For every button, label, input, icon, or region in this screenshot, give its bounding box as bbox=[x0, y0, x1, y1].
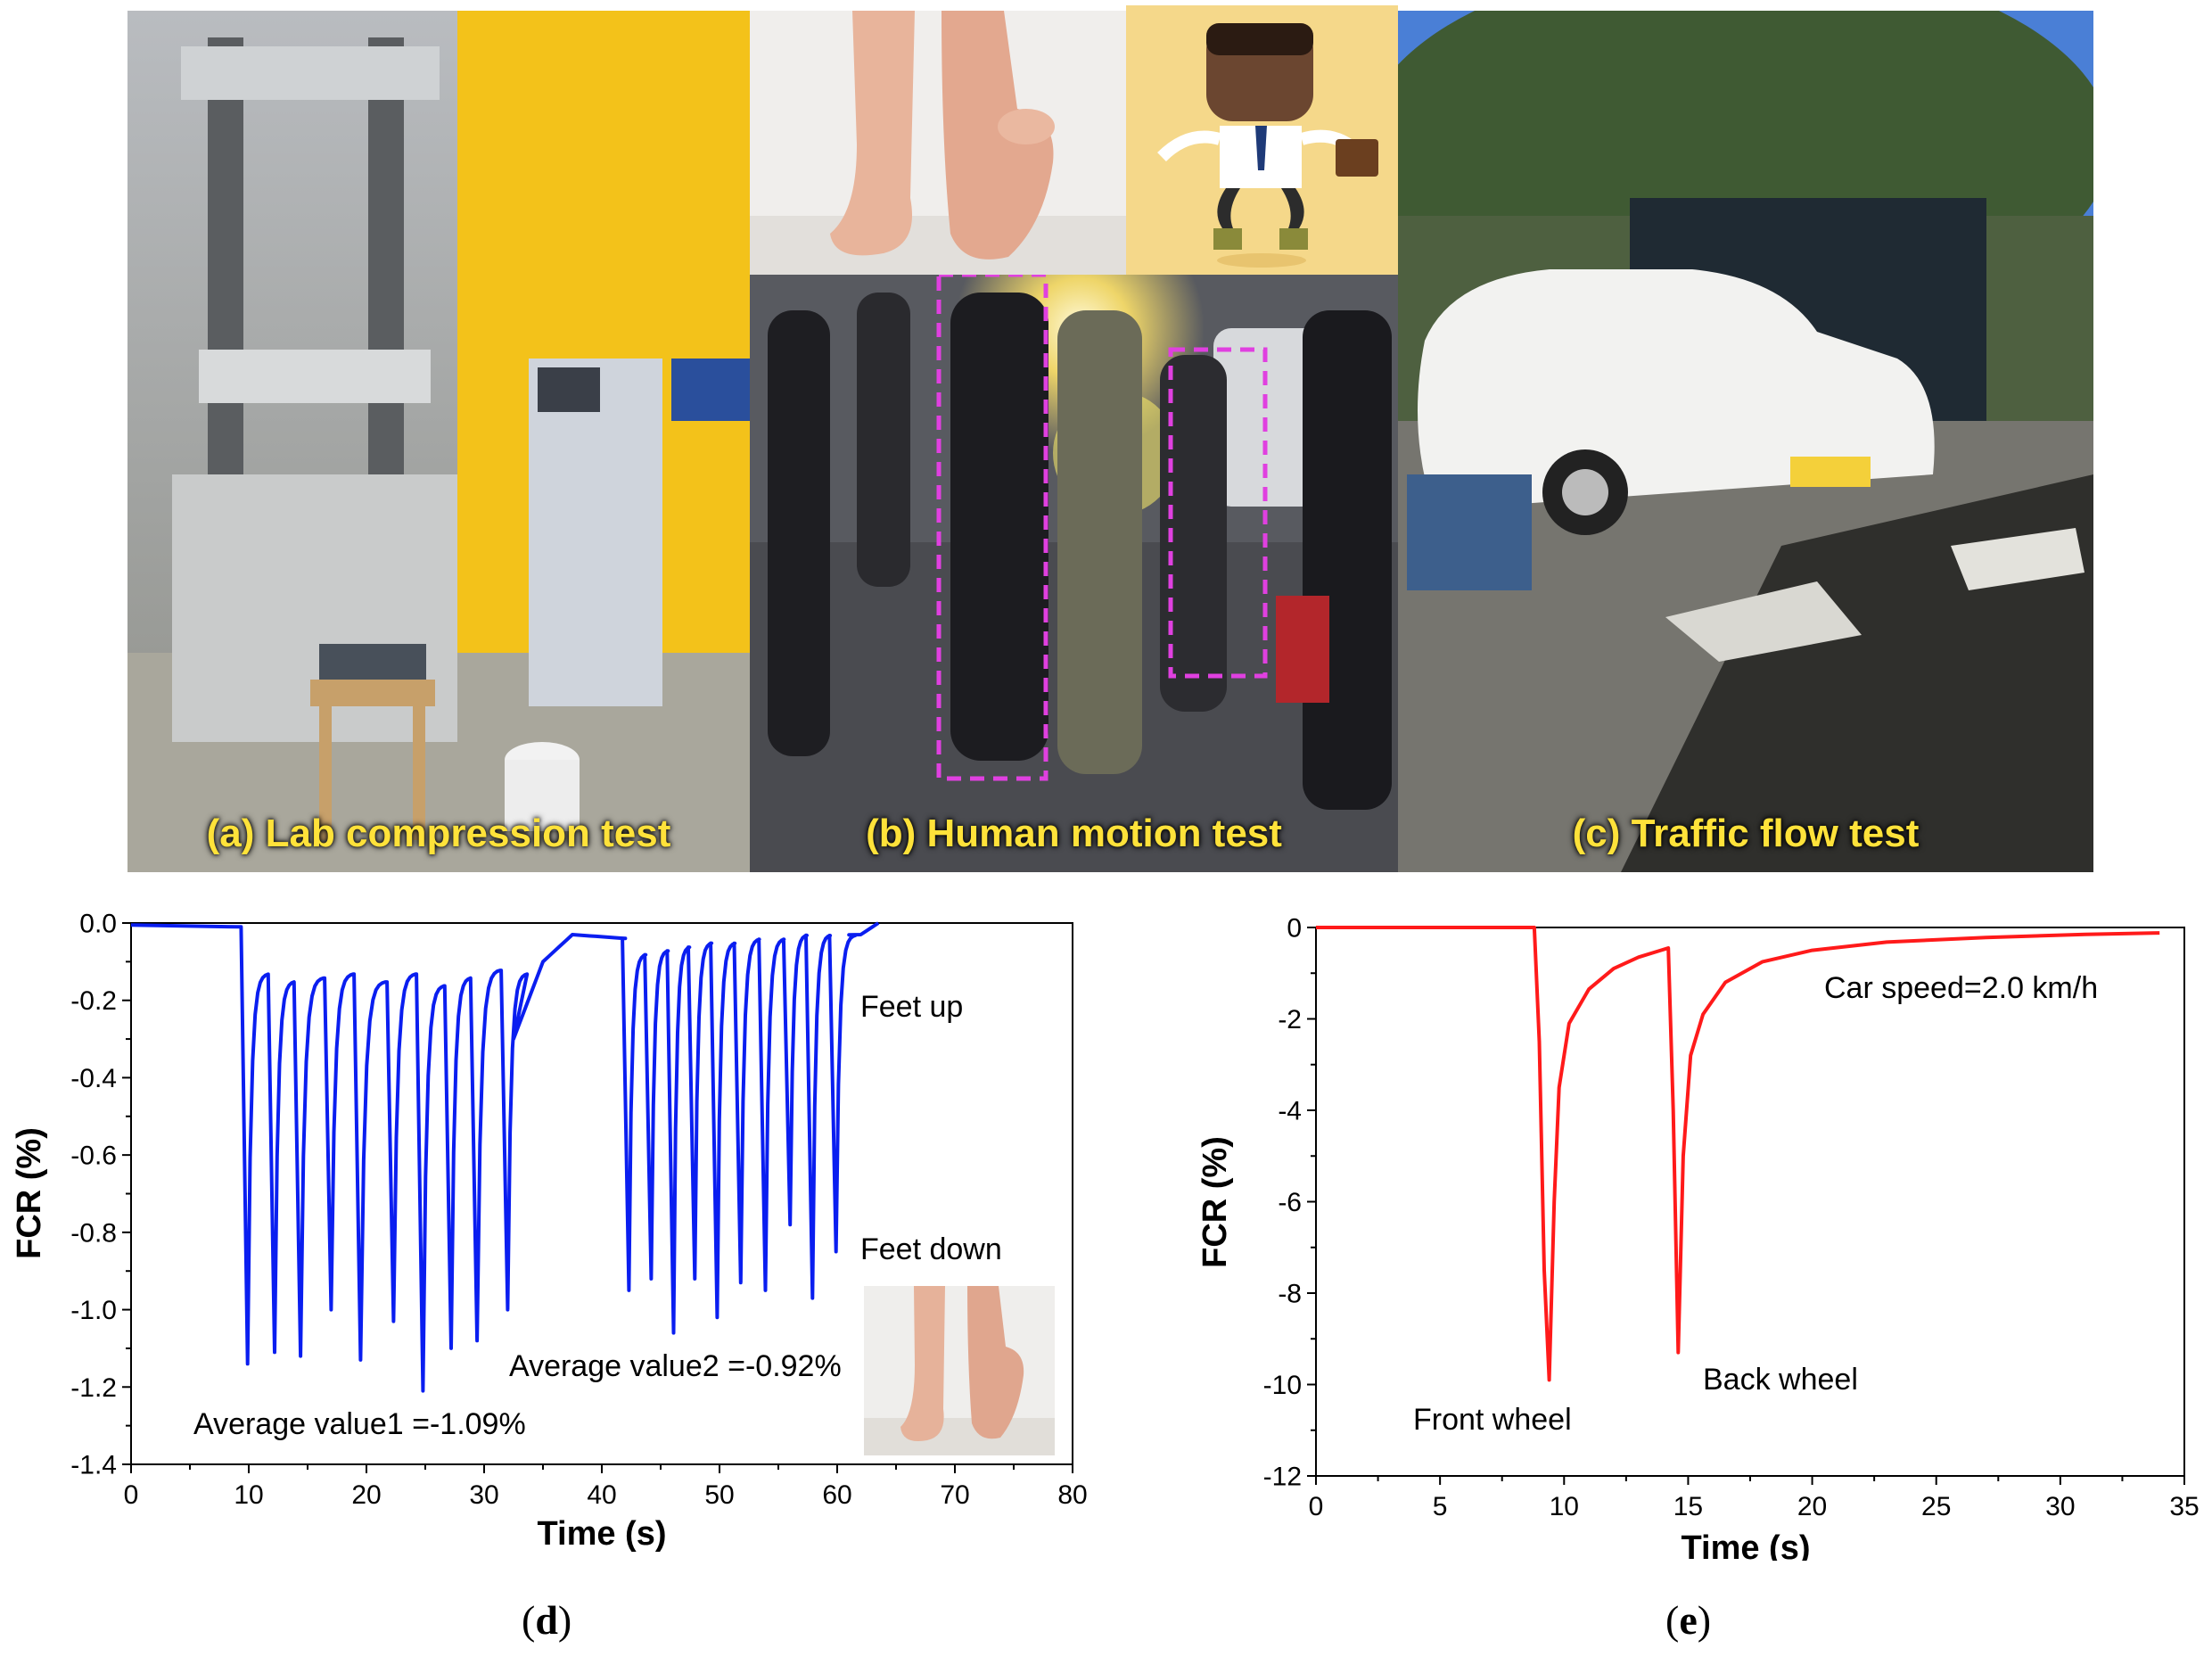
x-tick-label: 20 bbox=[1797, 1492, 1827, 1521]
chart-e-x-axis: 0 5 10 15 20 25 30 35 bbox=[1309, 1476, 2200, 1521]
x-tick-label: 25 bbox=[1921, 1492, 1951, 1521]
highlight-box-person-1 bbox=[936, 275, 1048, 781]
chart-e-annotation-back-wheel: Back wheel bbox=[1703, 1363, 1858, 1397]
x-tick-label: 30 bbox=[2045, 1492, 2075, 1521]
street-scene-illustration bbox=[750, 275, 1398, 872]
y-tick-label: -0.8 bbox=[70, 1218, 117, 1248]
caption-human-motion-test: (b) Human motion test bbox=[866, 812, 1282, 855]
chart-d-annotation-feet-down: Feet down bbox=[860, 1232, 1002, 1266]
chart-e-y-label: FCR (%) bbox=[1196, 1136, 1234, 1268]
chart-d-fcr-human-motion: 0.0 -0.2 -0.4 -0.6 -0.8 -1.0 -1.2 -1.4 0 10 20 30 4… bbox=[11, 910, 1088, 1554]
y-tick-label: 0.0 bbox=[79, 910, 117, 939]
x-tick-label: 50 bbox=[704, 1480, 734, 1510]
y-tick-label: -1.0 bbox=[70, 1296, 117, 1325]
x-tick-label: 0 bbox=[124, 1480, 139, 1510]
chart-d-annotation-average-2: Average value2 =-0.92% bbox=[509, 1349, 842, 1383]
x-tick-label: 5 bbox=[1433, 1492, 1448, 1521]
photo-lab-compression-test: (a) Lab compression test bbox=[127, 11, 750, 872]
y-tick-label: -1.2 bbox=[70, 1373, 117, 1403]
y-tick-label: 0 bbox=[1287, 914, 1302, 944]
cartoon-jumper-illustration bbox=[1126, 5, 1398, 275]
chart-d-y-axis: 0.0 -0.2 -0.4 -0.6 -0.8 -1.0 -1.2 -1.4 bbox=[70, 910, 131, 1480]
photo-cartoon-jumper bbox=[1126, 5, 1398, 275]
panel-label-e: (e) bbox=[1665, 1597, 1712, 1643]
traffic-scene-illustration bbox=[1398, 11, 2093, 872]
chart-d-annotation-feet-up: Feet up bbox=[860, 990, 963, 1024]
photo-bare-feet bbox=[750, 11, 1126, 275]
y-tick-label: -10 bbox=[1263, 1371, 1302, 1400]
x-tick-label: 15 bbox=[1673, 1492, 1703, 1521]
chart-e-annotation-front-wheel: Front wheel bbox=[1413, 1403, 1572, 1437]
chart-d-series-line bbox=[130, 921, 880, 1393]
chart-d-y-label: FCR (%) bbox=[11, 1127, 48, 1259]
panel-label-d: (d) bbox=[522, 1597, 572, 1643]
y-tick-label: -0.4 bbox=[70, 1064, 117, 1093]
chart-d-inset-feet-image bbox=[864, 1286, 1055, 1455]
caption-traffic-flow-test: (c) Traffic flow test bbox=[1572, 812, 1920, 855]
y-tick-label: -4 bbox=[1278, 1097, 1302, 1126]
y-tick-label: -6 bbox=[1278, 1188, 1302, 1217]
x-tick-label: 10 bbox=[234, 1480, 263, 1510]
y-tick-label: -1.4 bbox=[70, 1451, 117, 1480]
x-tick-label: 10 bbox=[1550, 1492, 1579, 1521]
chart-d-x-axis: 0 10 20 30 40 50 60 70 80 bbox=[124, 1464, 1088, 1510]
x-tick-label: 70 bbox=[940, 1480, 969, 1510]
x-tick-label: 20 bbox=[351, 1480, 381, 1510]
chart-e-series-line bbox=[1316, 926, 2160, 1382]
y-tick-label: -2 bbox=[1278, 1005, 1302, 1034]
y-tick-label: -0.2 bbox=[70, 986, 117, 1016]
bare-feet-illustration bbox=[750, 11, 1126, 275]
photo-human-motion-test: (b) Human motion test bbox=[750, 275, 1398, 872]
chart-d-x-label: Time (s) bbox=[537, 1515, 666, 1553]
chart-e-x-label: Time (s) bbox=[1681, 1529, 1810, 1561]
x-tick-label: 35 bbox=[2169, 1492, 2199, 1521]
x-tick-label: 60 bbox=[822, 1480, 851, 1510]
y-tick-label: -0.6 bbox=[70, 1142, 117, 1171]
chart-d-annotation-average-1: Average value1 =-1.09% bbox=[193, 1407, 526, 1441]
lab-scene-illustration bbox=[127, 11, 750, 872]
highlight-box-person-2 bbox=[1168, 347, 1268, 679]
y-tick-label: -12 bbox=[1263, 1463, 1302, 1492]
x-tick-label: 80 bbox=[1057, 1480, 1087, 1510]
x-tick-label: 40 bbox=[587, 1480, 616, 1510]
photo-traffic-flow-test: (c) Traffic flow test bbox=[1398, 11, 2093, 872]
x-tick-label: 30 bbox=[469, 1480, 498, 1510]
caption-lab-compression-test: (a) Lab compression test bbox=[206, 812, 671, 855]
chart-e-y-axis: 0 -2 -4 -6 -8 -10 -12 bbox=[1263, 914, 1316, 1492]
x-tick-label: 0 bbox=[1309, 1492, 1324, 1521]
chart-e-fcr-traffic-flow: 0 -2 -4 -6 -8 -10 -12 0 5 10 15 20 25 30 35 FCR (%) T… bbox=[1196, 914, 2200, 1562]
chart-e-annotation-car-speed: Car speed=2.0 km/h bbox=[1824, 971, 2098, 1005]
y-tick-label: -8 bbox=[1278, 1280, 1302, 1309]
